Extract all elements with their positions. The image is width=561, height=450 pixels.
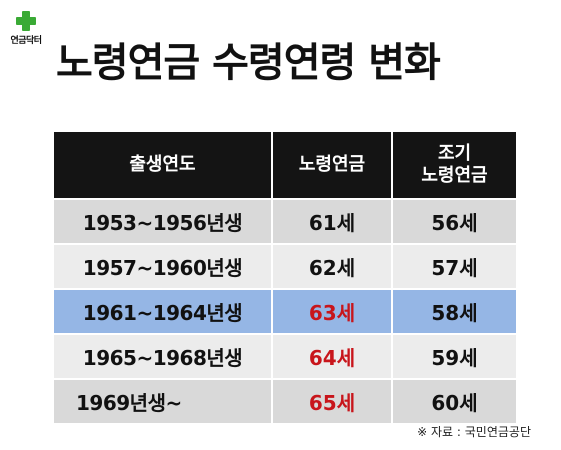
- early-pension-age-cell: 60세: [392, 378, 516, 423]
- pension-age-cell: 65세: [272, 378, 393, 423]
- pension-age-cell: 62세: [272, 243, 393, 289]
- header-birth-year: 출생연도: [54, 132, 273, 199]
- birth-year-cell: 1961~1964년생: [54, 288, 273, 334]
- pension-age-cell: 61세: [272, 198, 393, 244]
- pension-age-table: 출생연도 노령연금 조기 노령연금 1953~1956년생 61세 56세 19…: [54, 132, 516, 423]
- early-pension-age-cell: 58세: [392, 288, 516, 334]
- green-cross-icon: [16, 11, 36, 31]
- header-pension: 노령연금: [272, 132, 393, 199]
- pension-age-value: 65세: [308, 391, 356, 415]
- header-early-pension-label: 조기 노령연금: [421, 142, 488, 187]
- pension-age-value: 63세: [308, 301, 356, 325]
- early-pension-age-cell: 59세: [392, 333, 516, 379]
- birth-year-cell: 1969년생~: [54, 378, 273, 423]
- table-row: 1969년생~ 65세 60세: [54, 378, 516, 423]
- pension-age-cell: 64세: [272, 333, 393, 379]
- table-header-row: 출생연도 노령연금 조기 노령연금: [54, 132, 516, 199]
- page-title: 노령연금 수령연령 변화: [56, 40, 441, 86]
- pension-age-cell: 63세: [272, 288, 393, 334]
- birth-year-cell: 1953~1956년생: [54, 198, 273, 244]
- logo-text: 연금닥터: [10, 36, 42, 46]
- early-pension-age-cell: 56세: [392, 198, 516, 244]
- header-early-pension: 조기 노령연금: [392, 132, 516, 199]
- table-row-highlighted: 1961~1964년생 63세 58세: [54, 288, 516, 334]
- table-row: 1965~1968년생 64세 59세: [54, 333, 516, 379]
- birth-year-cell: 1965~1968년생: [54, 333, 273, 379]
- source-note: ※ 자료 : 국민연금공단: [417, 425, 531, 439]
- brand-logo: 연금닥터: [6, 10, 46, 46]
- table-row: 1953~1956년생 61세 56세: [54, 198, 516, 244]
- pension-age-value: 64세: [308, 346, 356, 370]
- birth-year-cell: 1957~1960년생: [54, 243, 273, 289]
- table-row: 1957~1960년생 62세 57세: [54, 243, 516, 289]
- early-pension-age-cell: 57세: [392, 243, 516, 289]
